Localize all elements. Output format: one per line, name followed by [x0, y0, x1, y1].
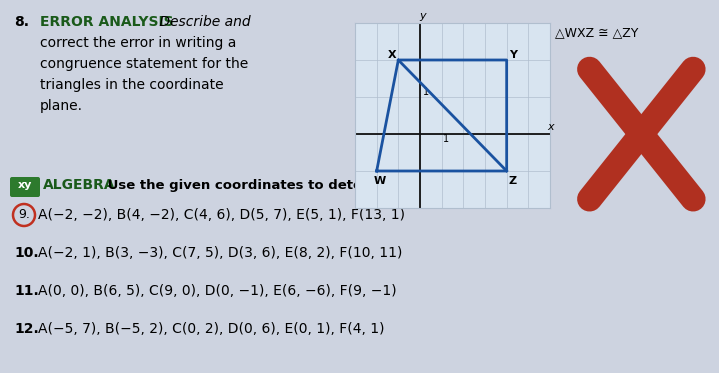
- Text: y: y: [419, 11, 426, 21]
- Text: x: x: [548, 122, 554, 132]
- Text: 9.: 9.: [18, 209, 30, 222]
- Text: 1: 1: [443, 134, 449, 144]
- Text: ERROR ANALYSIS: ERROR ANALYSIS: [40, 15, 173, 29]
- Text: A(0, 0), B(6, 5), C(9, 0), D(0, −1), E(6, −6), F(9, −1): A(0, 0), B(6, 5), C(9, 0), D(0, −1), E(6…: [38, 284, 397, 298]
- Text: A(−5, 7), B(−5, 2), C(0, 2), D(0, 6), E(0, 1), F(4, 1): A(−5, 7), B(−5, 2), C(0, 2), D(0, 6), E(…: [38, 322, 385, 336]
- Text: Describe and: Describe and: [155, 15, 251, 29]
- Text: Y: Y: [509, 50, 517, 60]
- Text: 12.: 12.: [14, 322, 39, 336]
- Text: W: W: [373, 176, 385, 186]
- Text: Z: Z: [509, 176, 517, 186]
- Text: plane.: plane.: [40, 99, 83, 113]
- Text: xy: xy: [18, 180, 32, 190]
- Text: 1: 1: [423, 87, 429, 97]
- Text: A(−2, 1), B(3, −3), C(7, 5), D(3, 6), E(8, 2), F(10, 11): A(−2, 1), B(3, −3), C(7, 5), D(3, 6), E(…: [38, 246, 403, 260]
- Text: triangles in the coordinate: triangles in the coordinate: [40, 78, 224, 92]
- Text: Use the given coordinates to determine if △ABC ≅ △DEF.: Use the given coordinates to determine i…: [103, 179, 528, 191]
- Text: 10.: 10.: [14, 246, 39, 260]
- Text: X: X: [388, 50, 396, 60]
- Text: 8.: 8.: [14, 15, 29, 29]
- FancyBboxPatch shape: [10, 177, 40, 197]
- Text: A(−2, −2), B(4, −2), C(4, 6), D(5, 7), E(5, 1), F(13, 1): A(−2, −2), B(4, −2), C(4, 6), D(5, 7), E…: [38, 208, 405, 222]
- Text: ALGEBRA: ALGEBRA: [43, 178, 116, 192]
- Text: △WXZ ≅ △ZY: △WXZ ≅ △ZY: [555, 26, 638, 39]
- Text: correct the error in writing a: correct the error in writing a: [40, 36, 237, 50]
- Text: 11.: 11.: [14, 284, 39, 298]
- Text: congruence statement for the: congruence statement for the: [40, 57, 248, 71]
